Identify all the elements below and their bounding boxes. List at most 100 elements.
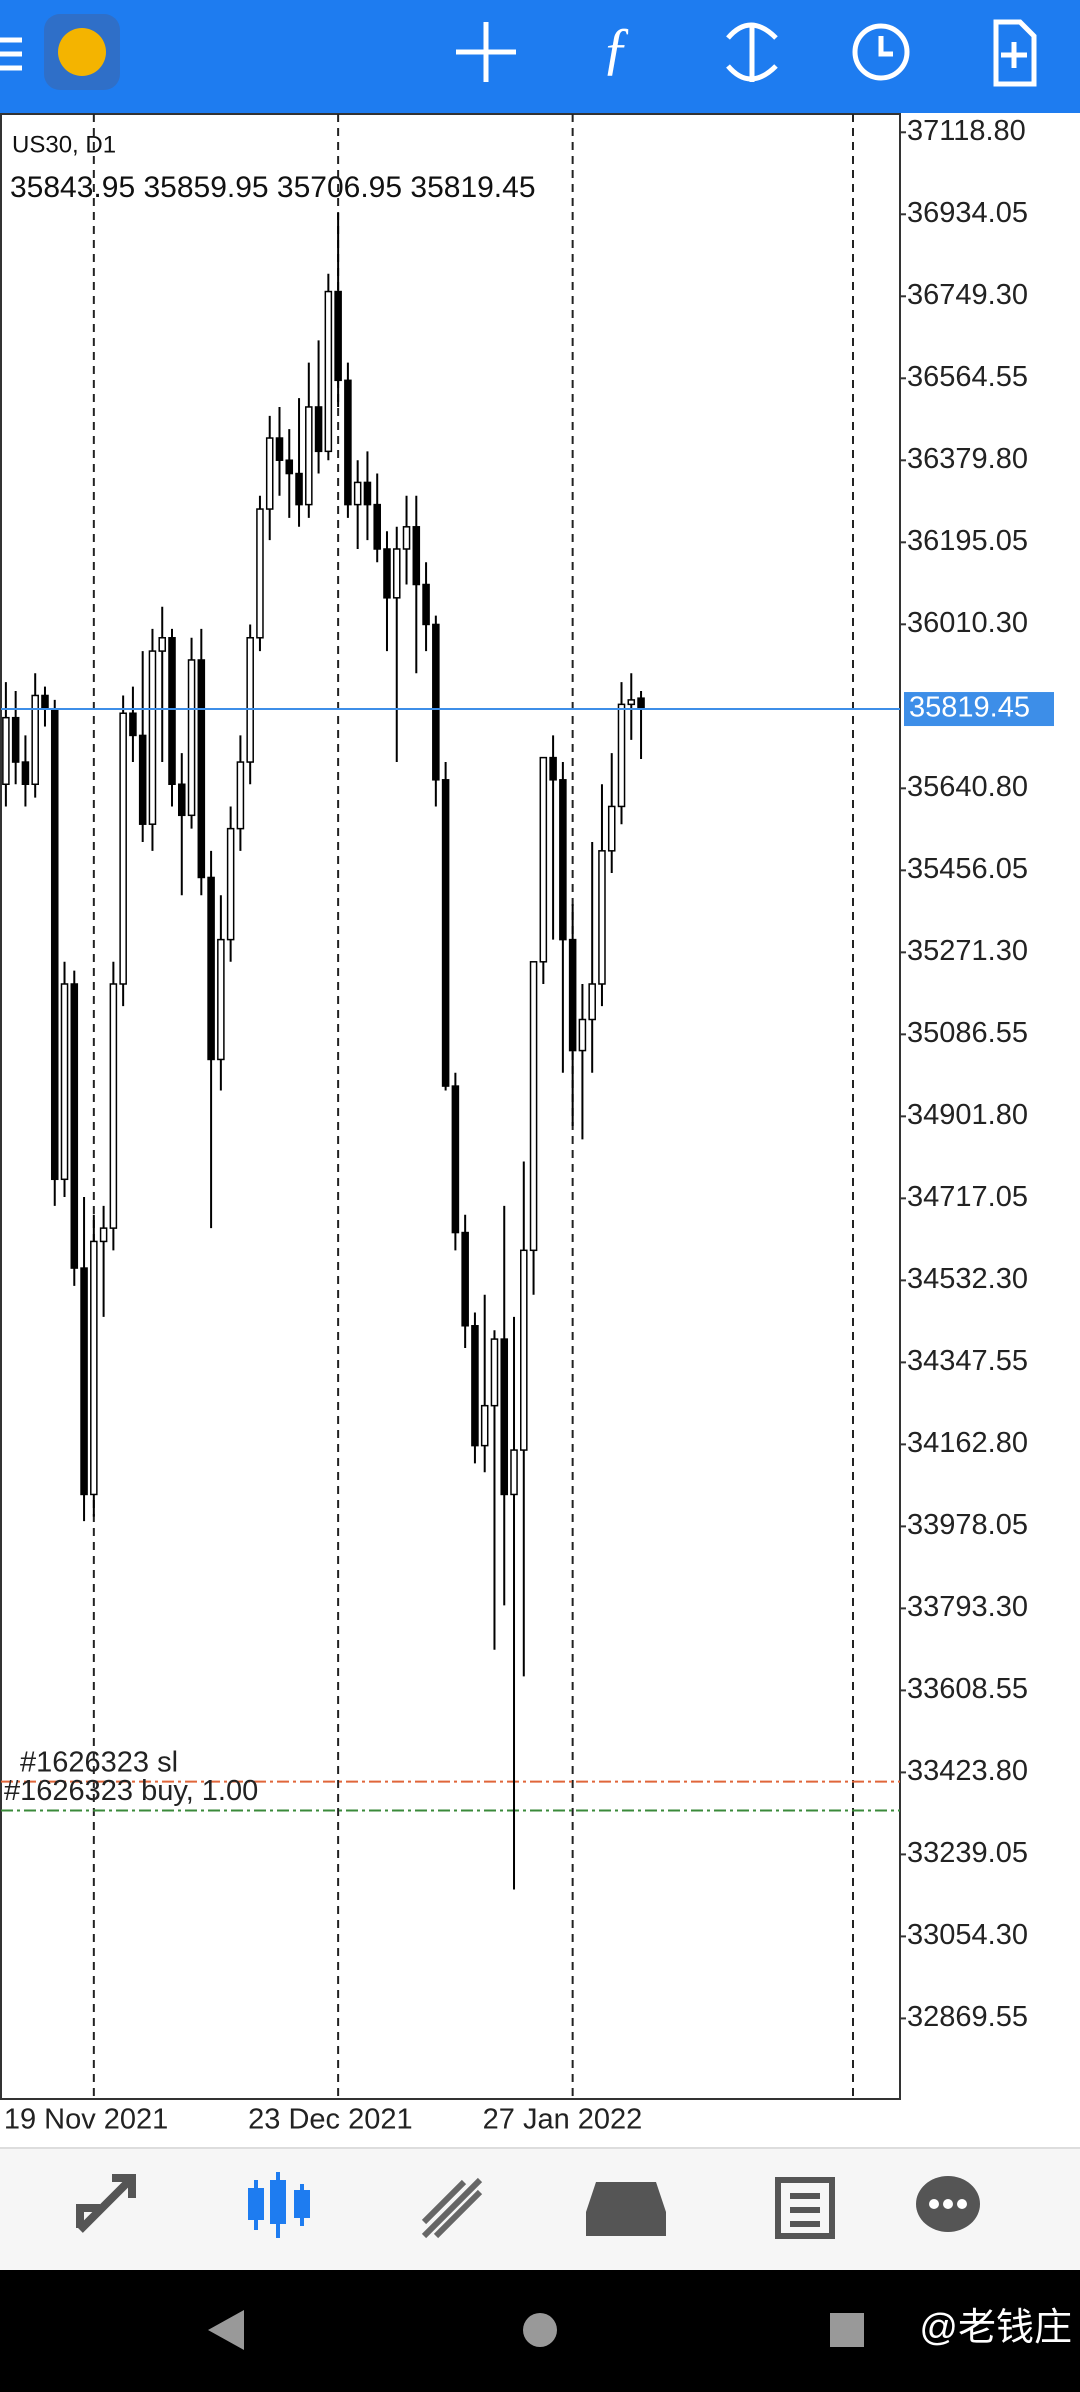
candle-body [109,983,118,1229]
x-tick-label: 23 Dec 2021 [248,2104,412,2136]
candle-body [129,712,137,737]
candle-body [246,637,254,763]
candle-body [334,290,342,382]
candle-body [177,783,186,817]
candle-body [383,548,391,599]
candle-body [138,734,147,825]
recents-button[interactable] [830,2313,864,2347]
candle-body [529,961,538,1252]
candle-body [275,437,284,461]
y-tick-label: 37118.80 [907,115,1026,147]
candle-body [441,779,450,1087]
candle-body [607,805,616,852]
timeframe-button[interactable] [852,23,910,81]
candle-body [451,1085,460,1234]
candle-body [412,526,421,586]
candle-body [344,379,352,506]
y-tick-label: 34162.80 [907,1427,1028,1459]
x-tick-label: 19 Nov 2021 [4,2104,168,2136]
candle-body [324,290,333,453]
top-bar [0,0,1080,113]
candle-body [21,761,30,785]
chat-tab[interactable] [916,2176,980,2232]
candle-body [11,716,20,763]
bottom-nav [0,2148,1080,2270]
candle-body [402,526,411,550]
new-order-button[interactable] [993,19,1037,87]
candle-body [168,637,176,785]
y-tick-label: 34717.05 [907,1181,1028,1213]
candle-body [305,406,313,506]
candle-body [363,481,372,506]
crosshair-button[interactable] [456,22,516,82]
back-button[interactable] [208,2310,244,2350]
y-tick-label: 33978.05 [907,1509,1028,1541]
chart-tab[interactable] [248,2172,310,2238]
candle-body [217,938,225,1061]
candle-body [471,1325,479,1447]
candle-body [539,756,548,963]
candle-body [295,472,303,506]
y-tick-label: 35271.30 [907,935,1028,967]
ohlc-label: 35843.95 35859.95 35706.95 35819.45 [10,171,536,204]
candle-body [480,1404,489,1447]
candle-body [314,406,323,453]
y-tick-label: 34532.30 [907,1263,1028,1295]
candle-body [158,637,167,652]
candle-body [520,1249,528,1451]
trade-button[interactable] [726,22,778,82]
y-tick-label: 35456.05 [907,853,1028,885]
current-price-label: 35819.45 [909,692,1030,724]
candle-body [187,659,196,817]
candle-body [2,716,10,785]
candle-body [353,481,362,506]
y-tick-label: 36379.80 [907,443,1028,475]
x-tick-label: 27 Jan 2022 [483,2104,643,2136]
plot-frame [0,113,901,2100]
candle-body [617,703,626,808]
candle-body [549,756,557,781]
candle-body [568,938,577,1052]
candle-body [627,699,636,706]
candle-body [226,827,235,941]
candle-body [422,583,430,626]
y-tick-label: 35640.80 [907,771,1028,803]
candle-body [285,459,294,475]
y-tick-label: 36195.05 [907,525,1028,557]
history-tab[interactable] [586,2182,666,2236]
candle-body [119,712,127,985]
candle-body [461,1231,469,1327]
y-tick-label: 36934.05 [907,197,1028,229]
y-tick-label: 34901.80 [907,1099,1028,1131]
quotes-tab[interactable] [76,2174,136,2233]
candle-body [432,623,440,781]
candle-body [80,1267,88,1496]
news-tab[interactable] [775,2177,835,2239]
app-icon-logo [58,28,106,76]
candle-body [588,983,596,1021]
candle-body [99,1227,108,1243]
candle-body [41,694,49,710]
candle-body [31,694,39,785]
y-tick-label: 33239.05 [907,1837,1028,1869]
candle-body [578,1018,587,1052]
candle-body [236,761,245,830]
candle-body [197,659,206,879]
y-tick-label: 34347.55 [907,1345,1028,1377]
menu-button[interactable] [0,37,22,71]
candle-body [598,850,606,985]
indicators-button[interactable]: ƒ [602,15,631,80]
candle-body [392,548,401,599]
y-tick-label: 35086.55 [907,1017,1028,1049]
watermark: @老钱庄 [919,2307,1072,2349]
trade-tab[interactable] [421,2177,483,2239]
y-tick-label: 36010.30 [907,607,1028,639]
home-button[interactable] [523,2313,557,2347]
candle-body [373,503,381,550]
candle-body [490,1338,499,1407]
y-tick-label: 32869.55 [907,2001,1028,2033]
candle-body [559,779,567,941]
current-price-tag [904,692,1054,727]
